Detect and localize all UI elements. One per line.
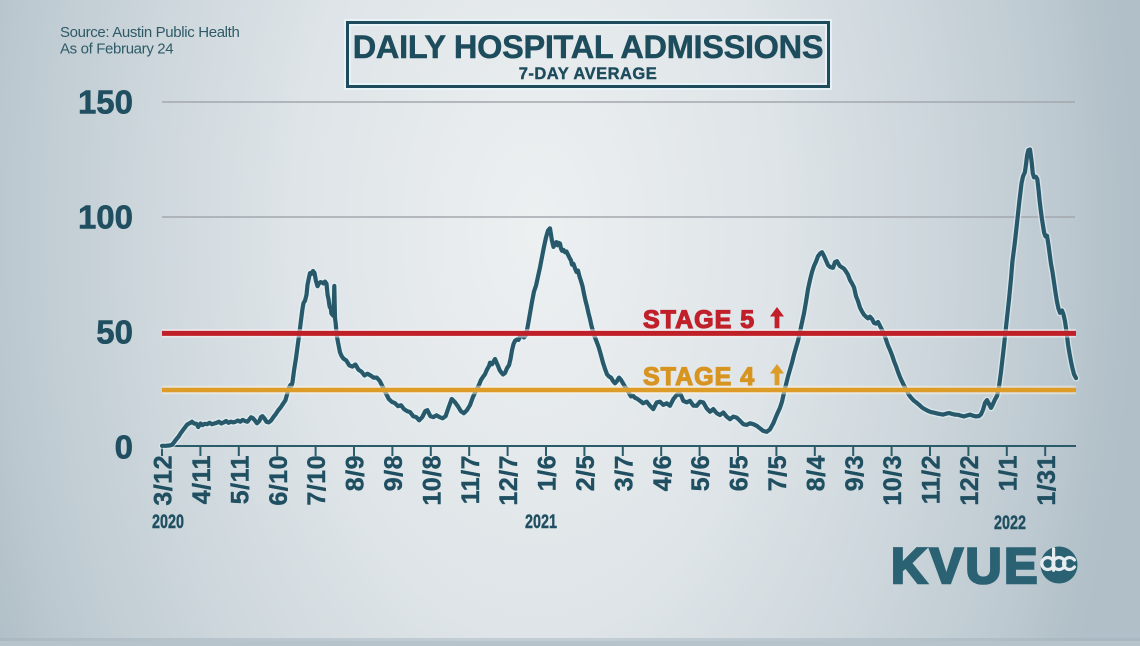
svg-text:2021: 2021 <box>525 512 557 533</box>
svg-text:2022: 2022 <box>994 513 1026 534</box>
svg-text:7/5: 7/5 <box>764 455 792 491</box>
svg-text:4/6: 4/6 <box>649 455 677 491</box>
svg-text:11/2: 11/2 <box>918 455 946 504</box>
svg-text:As of February 24: As of February 24 <box>60 41 173 58</box>
svg-text:5/11: 5/11 <box>226 455 254 504</box>
svg-text:100: 100 <box>78 199 133 236</box>
svg-text:1/31: 1/31 <box>1033 455 1061 506</box>
svg-text:STAGE 4: STAGE 4 <box>643 363 755 391</box>
svg-text:9/3: 9/3 <box>841 455 869 491</box>
svg-text:9/8: 9/8 <box>380 455 408 491</box>
svg-text:3/7: 3/7 <box>610 455 638 491</box>
svg-text:8/4: 8/4 <box>802 455 830 491</box>
svg-text:STAGE 5: STAGE 5 <box>643 306 755 334</box>
svg-text:11/7: 11/7 <box>457 455 485 504</box>
svg-text:150: 150 <box>78 84 133 121</box>
svg-text:10/8: 10/8 <box>418 455 446 506</box>
svg-text:6/10: 6/10 <box>265 455 293 506</box>
svg-text:8/9: 8/9 <box>342 455 370 491</box>
svg-text:1/6: 1/6 <box>534 455 562 491</box>
svg-text:2/5: 2/5 <box>572 455 600 491</box>
svg-text:DAILY HOSPITAL ADMISSIONS: DAILY HOSPITAL ADMISSIONS <box>353 29 823 65</box>
svg-text:12/7: 12/7 <box>495 455 523 506</box>
svg-text:50: 50 <box>96 314 133 351</box>
svg-text:KVUE: KVUE <box>891 538 1040 594</box>
svg-text:7/10: 7/10 <box>303 455 331 506</box>
svg-text:10/3: 10/3 <box>879 455 907 506</box>
svg-text:0: 0 <box>115 429 133 466</box>
svg-text:5/6: 5/6 <box>687 455 715 491</box>
svg-text:6/5: 6/5 <box>726 455 754 491</box>
svg-text:7-DAY AVERAGE: 7-DAY AVERAGE <box>519 65 658 83</box>
svg-text:2020: 2020 <box>152 512 184 533</box>
svg-text:1/1: 1/1 <box>994 455 1022 491</box>
svg-text:12/2: 12/2 <box>956 455 984 506</box>
svg-text:3/12: 3/12 <box>150 455 178 506</box>
svg-text:Source: Austin Public Health: Source: Austin Public Health <box>60 24 239 41</box>
svg-text:4/11: 4/11 <box>188 455 216 504</box>
